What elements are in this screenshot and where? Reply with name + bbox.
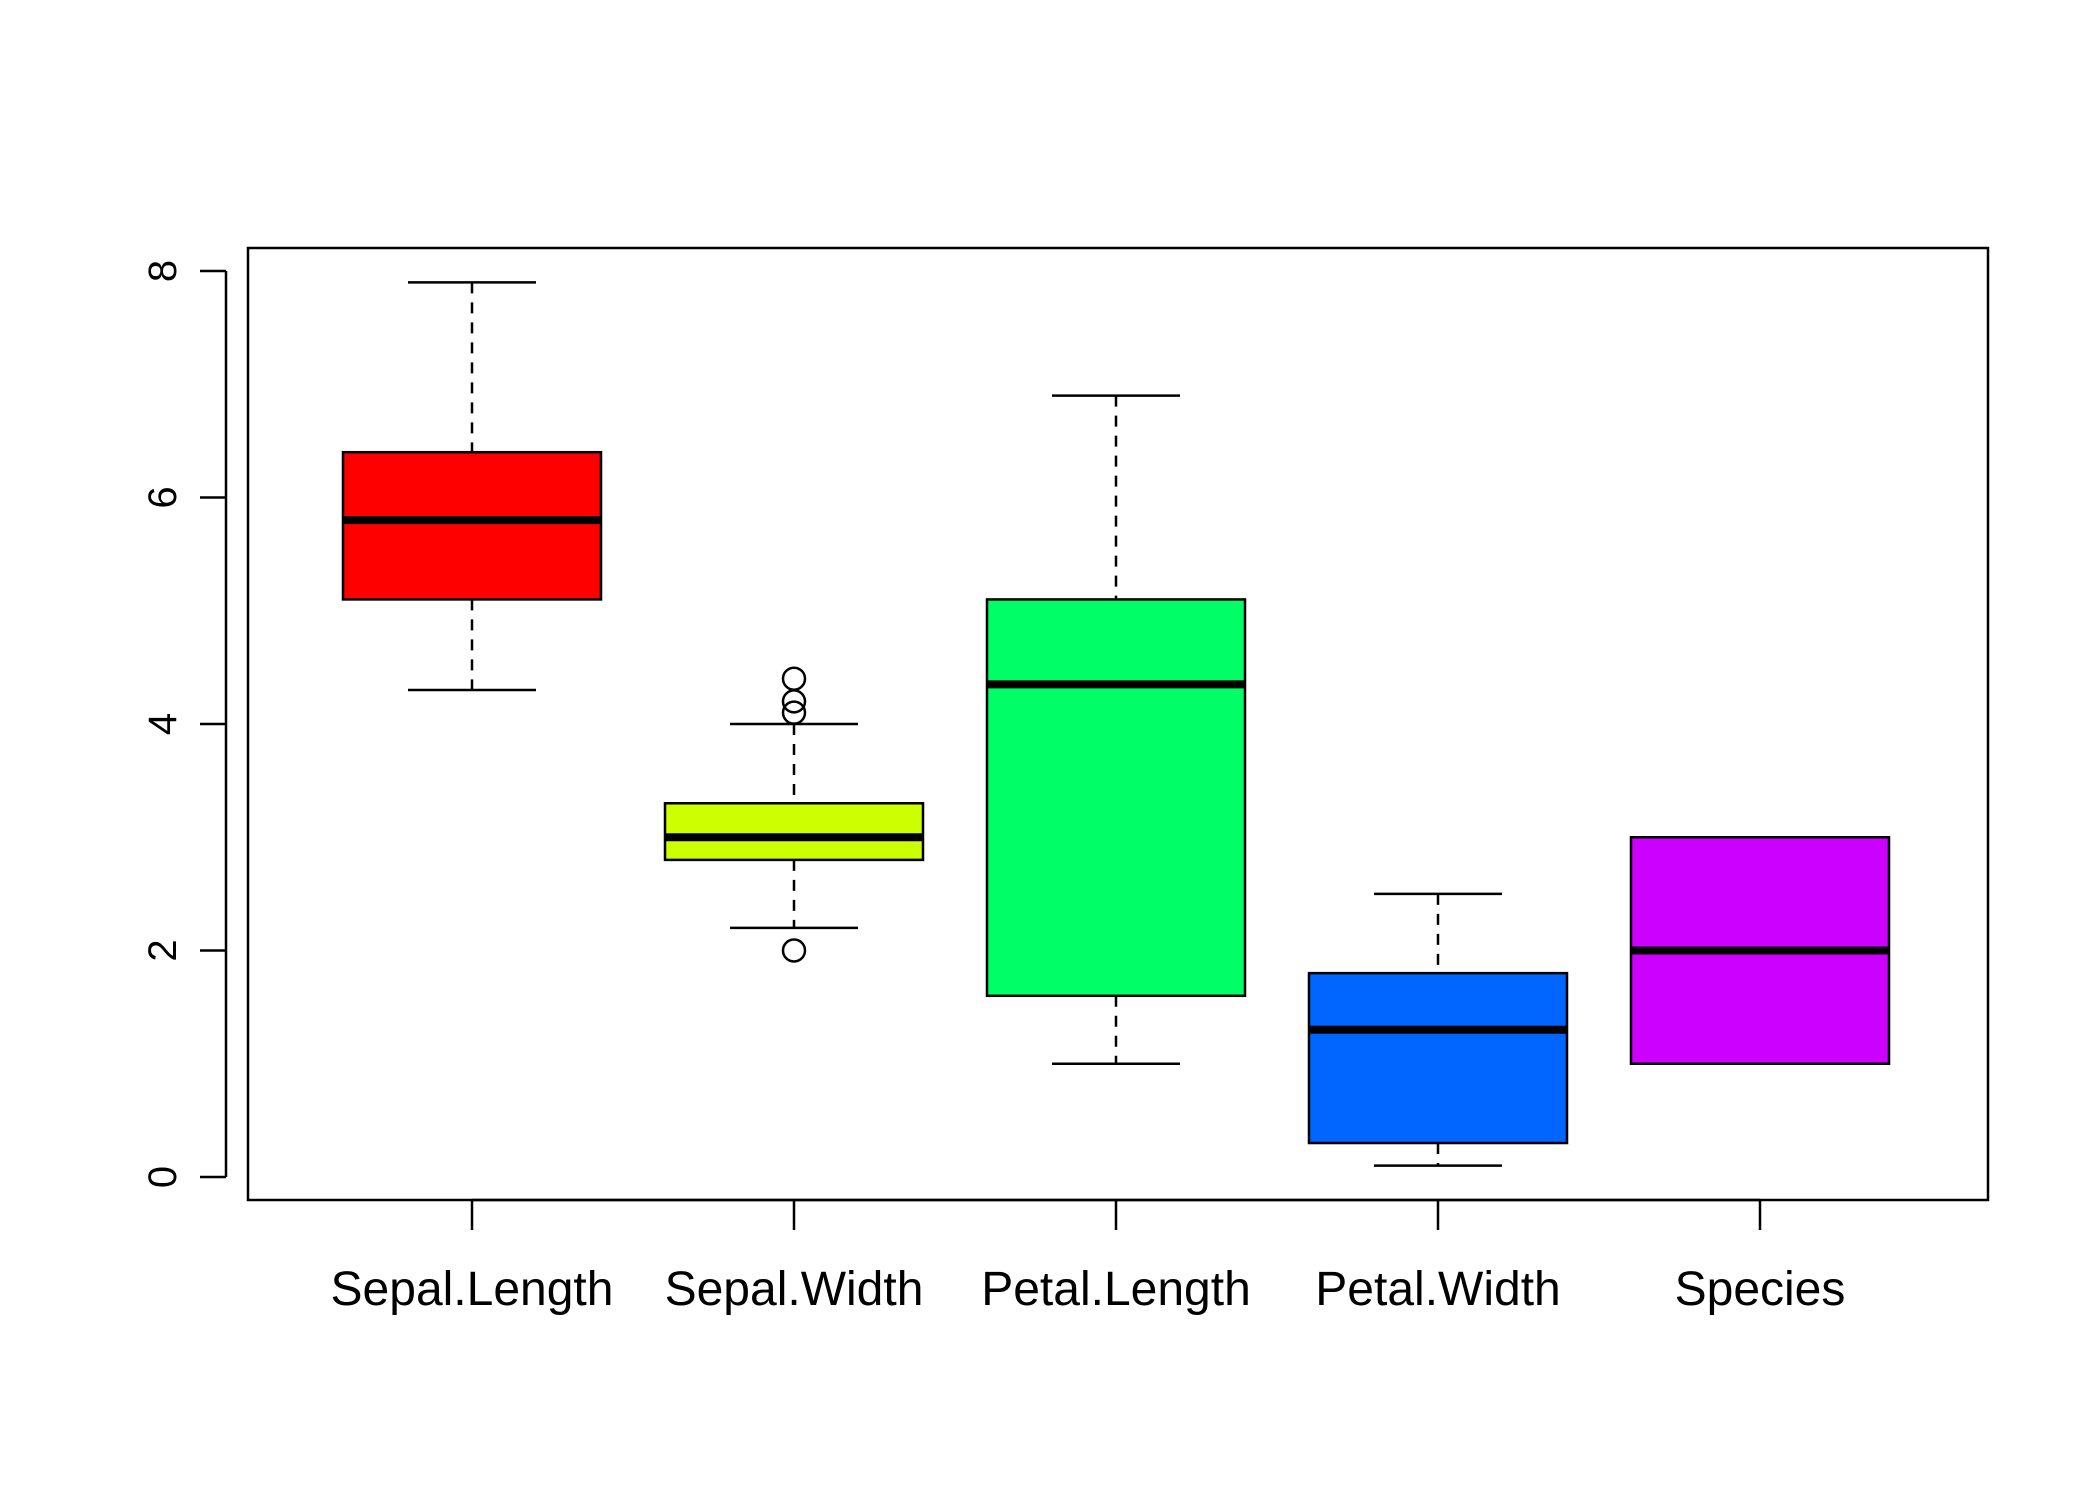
x-axis: Sepal.Length Sepal.Width Petal.Length Petal… [331, 1198, 1846, 1316]
y-tick-label-4: 4 [141, 713, 185, 735]
y-tick-label-0: 0 [141, 1166, 185, 1188]
x-tick-label-Sepal.Width: Sepal.Width [665, 1263, 924, 1316]
y-tick-label-6: 6 [141, 486, 185, 508]
boxes-layer [341, 281, 1891, 1167]
box-Sepal.Length [341, 450, 603, 601]
box-group-Petal.Width [1307, 892, 1569, 1167]
x-tick-label-Petal.Length: Petal.Length [981, 1263, 1251, 1316]
box-group-Sepal.Length [341, 281, 603, 692]
box-Sepal.Width [663, 802, 925, 862]
box-group-Petal.Length [985, 394, 1247, 1065]
y-tick-label-8: 8 [141, 260, 185, 282]
box-Petal.Width [1307, 971, 1569, 1145]
outlier-point [781, 666, 807, 691]
outlier-point [781, 938, 807, 963]
x-tick-label-Sepal.Length: Sepal.Length [331, 1263, 614, 1316]
x-tick-label-Petal.Width: Petal.Width [1315, 1263, 1560, 1316]
y-axis: 0 2 4 6 8 [141, 260, 228, 1188]
outlier-point [781, 700, 807, 725]
y-tick-label-2: 2 [141, 939, 185, 961]
box-group-Sepal.Width [663, 666, 925, 963]
box-group-Species [1629, 836, 1891, 1065]
box-Petal.Length [985, 598, 1247, 998]
x-tick-label-Species: Species [1675, 1263, 1846, 1316]
